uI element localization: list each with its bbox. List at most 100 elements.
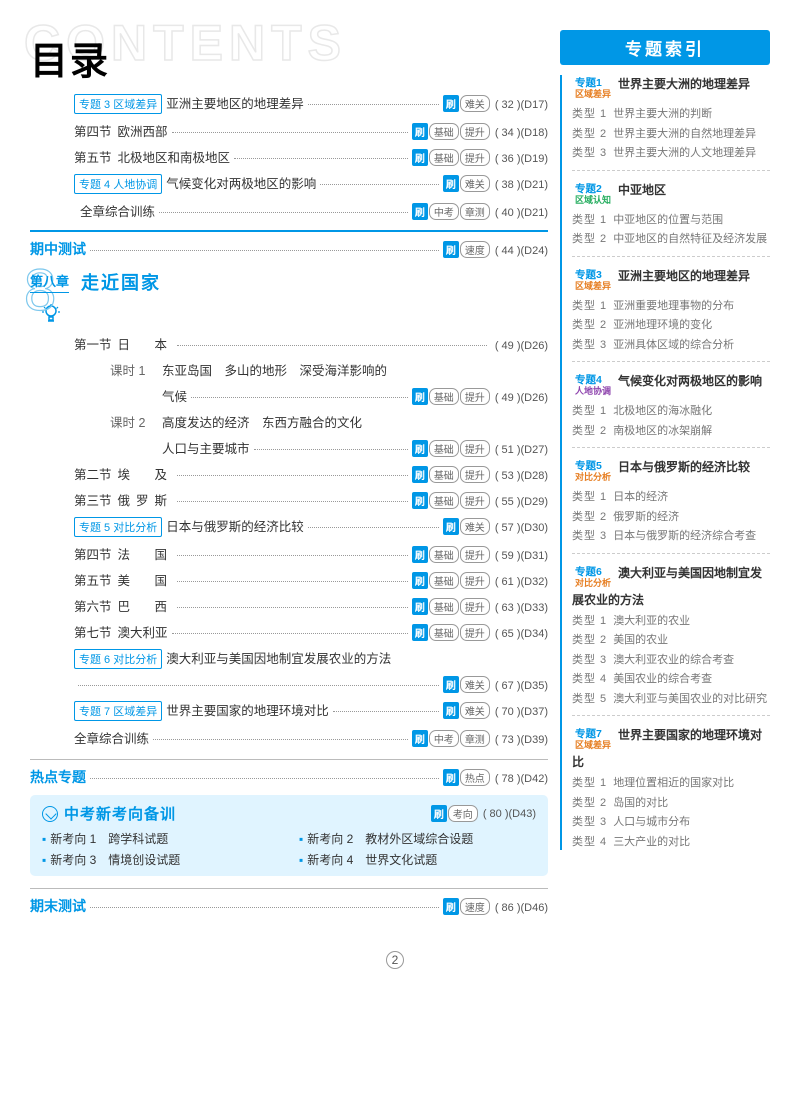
- page-ref: ( 67 )(D35): [495, 680, 548, 692]
- badge-group: 刷基础提升: [412, 546, 491, 563]
- toc-title: 日 本: [118, 334, 174, 353]
- leader-dots: [172, 633, 408, 634]
- toc-line: 第三节俄罗斯刷基础提升( 55 )(D29): [74, 490, 548, 509]
- sidebar-item-text: 世界主要大洲的人文地理差异: [613, 145, 756, 162]
- sidebar: 专题索引 专题1区域差异世界主要大洲的地理差异类型 1世界主要大洲的判断类型 2…: [560, 30, 770, 923]
- sidebar-item-label: 类型 2: [572, 317, 607, 334]
- toc-line: 专题 4 人地协调气候变化对两极地区的影响刷难关( 38 )(D21): [74, 173, 548, 194]
- page-ref: ( 65 )(D34): [495, 628, 548, 640]
- sidebar-topic: 专题5对比分析日本与俄罗斯的经济比较: [572, 458, 770, 485]
- sidebar-item: 类型 2亚洲地理环境的变化: [572, 317, 770, 334]
- badge-group: 刷难关: [443, 518, 491, 535]
- sidebar-topic-tag: 专题3区域差异: [572, 267, 614, 293]
- sidebar-item: 类型 1北极地区的海冰融化: [572, 403, 770, 420]
- sidebar-item-text: 中亚地区的自然特征及经济发展: [613, 231, 767, 248]
- sidebar-item: 类型 1亚洲重要地理事物的分布: [572, 298, 770, 315]
- sidebar-item-text: 北极地区的海冰融化: [613, 403, 712, 420]
- sidebar-item-text: 南极地区的冰架崩解: [613, 423, 712, 440]
- sidebar-item: 类型 5澳大利亚与美国农业的对比研究: [572, 691, 770, 708]
- toc-line: 专题 6 对比分析澳大利亚与美国因地制宜发展农业的方法: [74, 648, 548, 669]
- divider: [30, 230, 548, 232]
- sidebar-item-label: 类型 4: [572, 671, 607, 688]
- toc-title: 东亚岛国 多山的地形 深受海洋影响的: [162, 360, 387, 379]
- sidebar-topic: 专题4人地协调气候变化对两极地区的影响: [572, 372, 770, 399]
- page-ref: ( 34 )(D18): [495, 127, 548, 139]
- toc-title: 澳大利亚与美国因地制宜发展农业的方法: [166, 648, 391, 667]
- badge-group: 刷基础提升: [412, 466, 491, 483]
- main-content: CONTENTS 目录 专题 3 区域差异亚洲主要地区的地理差异刷难关( 32 …: [30, 30, 548, 923]
- sidebar-item: 类型 3世界主要大洲的人文地理差异: [572, 145, 770, 162]
- toc-title: 俄罗斯: [118, 490, 174, 509]
- page-ref: ( 36 )(D19): [495, 153, 548, 165]
- page-ref: ( 55 )(D29): [495, 496, 548, 508]
- sidebar-item: 类型 1世界主要大洲的判断: [572, 106, 770, 123]
- sidebar-item-label: 类型 1: [572, 489, 607, 506]
- section-label: 第六节: [74, 596, 112, 615]
- hot-page: ( 78 )(D42): [495, 773, 548, 785]
- toc-title: 世界主要国家的地理环境对比: [166, 700, 329, 719]
- sidebar-topic-tag: 专题7区域差异: [572, 726, 614, 752]
- toc-line: 课时 1东亚岛国 多山的地形 深受海洋影响的: [74, 360, 548, 379]
- toc-line: 刷难关( 67 )(D35): [74, 676, 548, 693]
- page-ref: ( 38 )(D21): [495, 179, 548, 191]
- sidebar-topic: 专题3区域差异亚洲主要地区的地理差异: [572, 267, 770, 294]
- toc-title: 埃 及: [118, 464, 174, 483]
- sidebar-topic-title: 世界主要大洲的地理差异: [618, 77, 750, 91]
- sidebar-item-label: 类型 1: [572, 775, 607, 792]
- leader-dots: [254, 449, 408, 450]
- toc-line: 全章综合训练刷中考章测( 40 )(D21): [74, 201, 548, 220]
- toc-title: 澳大利亚: [118, 622, 168, 641]
- page-number: 2: [0, 943, 790, 977]
- toc-title: 法 国: [118, 544, 174, 563]
- badge-group: 刷难关: [443, 175, 491, 192]
- toc-line: 第二节埃 及刷基础提升( 53 )(D28): [74, 464, 548, 483]
- topic-tag: 专题 4 人地协调: [74, 174, 162, 194]
- final-test-line: 期末测试 刷速度 ( 86 )(D46): [30, 896, 548, 916]
- toc-title: 亚洲主要地区的地理差异: [166, 93, 304, 112]
- sidebar-topic-title: 中亚地区: [618, 183, 666, 197]
- sidebar-item-label: 类型 2: [572, 423, 607, 440]
- badge-group: 刷基础提升: [412, 149, 491, 166]
- sidebar-divider: [572, 256, 770, 257]
- sidebar-header: 专题索引: [560, 30, 770, 65]
- badge-group: 刷难关: [443, 702, 491, 719]
- leader-dots: [320, 184, 439, 185]
- leader-dots: [177, 345, 487, 346]
- leader-dots: [333, 711, 439, 712]
- sidebar-topic: 专题6对比分析澳大利亚与美国因地制宜发展农业的方法: [572, 564, 770, 609]
- leader-dots: [177, 555, 408, 556]
- exam-item: 新考向 1 跨学科试题: [42, 830, 279, 847]
- section-label: 第四节: [74, 121, 112, 140]
- toc-line: 专题 7 区域差异世界主要国家的地理环境对比 刷难关 ( 70 )(D37): [74, 700, 548, 721]
- section-label: 第二节: [74, 464, 112, 483]
- sidebar-item-text: 中亚地区的位置与范围: [613, 212, 723, 229]
- sidebar-item-label: 类型 2: [572, 126, 607, 143]
- section-label: 第七节: [74, 622, 112, 641]
- toc-title: 北极地区和南极地区: [118, 147, 231, 166]
- page-ref: ( 73 )(D39): [495, 734, 548, 746]
- exam-item: 新考向 3 情境创设试题: [42, 851, 279, 868]
- sidebar-topic-tag: 专题6对比分析: [572, 564, 614, 590]
- leader-dots: [78, 685, 439, 686]
- toc-line: 专题 5 对比分析日本与俄罗斯的经济比较刷难关( 57 )(D30): [74, 516, 548, 537]
- page-title-block: CONTENTS 目录: [30, 30, 548, 85]
- sidebar-topic-tag: 专题4人地协调: [572, 372, 614, 398]
- lesson-label: 课时 2: [110, 412, 156, 431]
- badge-group: 刷基础提升: [412, 492, 491, 509]
- sidebar-item: 类型 2 南极地区的冰架崩解: [572, 423, 770, 440]
- toc-line: 第四节法 国刷基础提升( 59 )(D31): [74, 544, 548, 563]
- sidebar-item-text: 世界主要大洲的自然地理差异: [613, 126, 756, 143]
- sidebar-item: 类型 4美国农业的综合考查: [572, 671, 770, 688]
- toc-line: 第五节北极地区和南极地区 刷基础提升 ( 36 )(D19): [74, 147, 548, 166]
- page-ref: ( 70 )(D37): [495, 706, 548, 718]
- toc-title: 欧洲西部: [118, 121, 168, 140]
- sidebar-item-label: 类型 2: [572, 795, 607, 812]
- sidebar-item-text: 美国的农业: [613, 632, 668, 649]
- badge-group: 刷基础提升: [412, 598, 491, 615]
- topic-tag: 专题 7 区域差异: [74, 701, 162, 721]
- section-label: 第五节: [74, 147, 112, 166]
- sidebar-item: 类型 3日本与俄罗斯的经济综合考查: [572, 528, 770, 545]
- leader-dots: [191, 397, 408, 398]
- badge-group: 刷基础提升: [412, 624, 491, 641]
- sidebar-item: 类型 2岛国的对比: [572, 795, 770, 812]
